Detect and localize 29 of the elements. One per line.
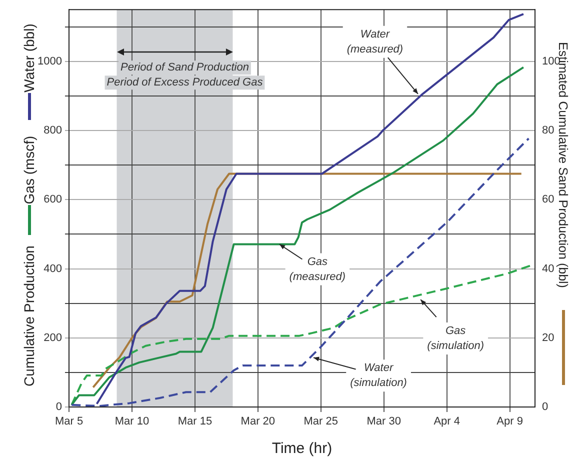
y2-tick-label: 0 xyxy=(542,401,548,414)
x-tick-label: Mar 30 xyxy=(366,416,401,428)
y2-tick-label: 60 xyxy=(542,194,554,206)
y2-tick-label: 40 xyxy=(542,262,554,275)
x-tick-label: Mar 10 xyxy=(114,416,150,428)
y-tick-label: 200 xyxy=(44,332,62,344)
x-tick-label: Mar 5 xyxy=(54,416,84,428)
y-tick-label: 600 xyxy=(44,194,62,206)
y-tick-label: 400 xyxy=(44,262,62,275)
band-label: Period of Sand Production Period of Excess Produced Gas xyxy=(106,62,264,89)
text: Water (bbl) xyxy=(21,24,37,92)
text: Gas (mscf) xyxy=(21,136,37,204)
x-tick-label: Mar 15 xyxy=(178,416,212,428)
y-axis-title: Cumulative Production xyxy=(21,246,37,386)
y2-tick-label: 20 xyxy=(542,332,554,344)
y2-tick-label: 100 xyxy=(542,55,560,68)
y-tick-label: 1000 xyxy=(38,55,62,68)
annotation: Water (simulation) xyxy=(350,362,408,390)
x-axis-title: Time (hr) xyxy=(272,440,332,458)
annotation: Gas (measured) xyxy=(289,256,346,283)
annotation: Water (measured) xyxy=(346,28,404,56)
x-tick-label: Mar 20 xyxy=(240,416,276,428)
y2-tick-label: 80 xyxy=(542,124,554,137)
x-tick-label: Mar 25 xyxy=(304,416,338,428)
y-tick-label: 800 xyxy=(44,124,62,137)
x-tick-label: Apr 9 xyxy=(496,416,523,428)
annotation: Gas (simulation) xyxy=(427,325,484,352)
y-tick-label: 0 xyxy=(56,401,62,414)
x-tick-label: Apr 4 xyxy=(434,416,460,428)
